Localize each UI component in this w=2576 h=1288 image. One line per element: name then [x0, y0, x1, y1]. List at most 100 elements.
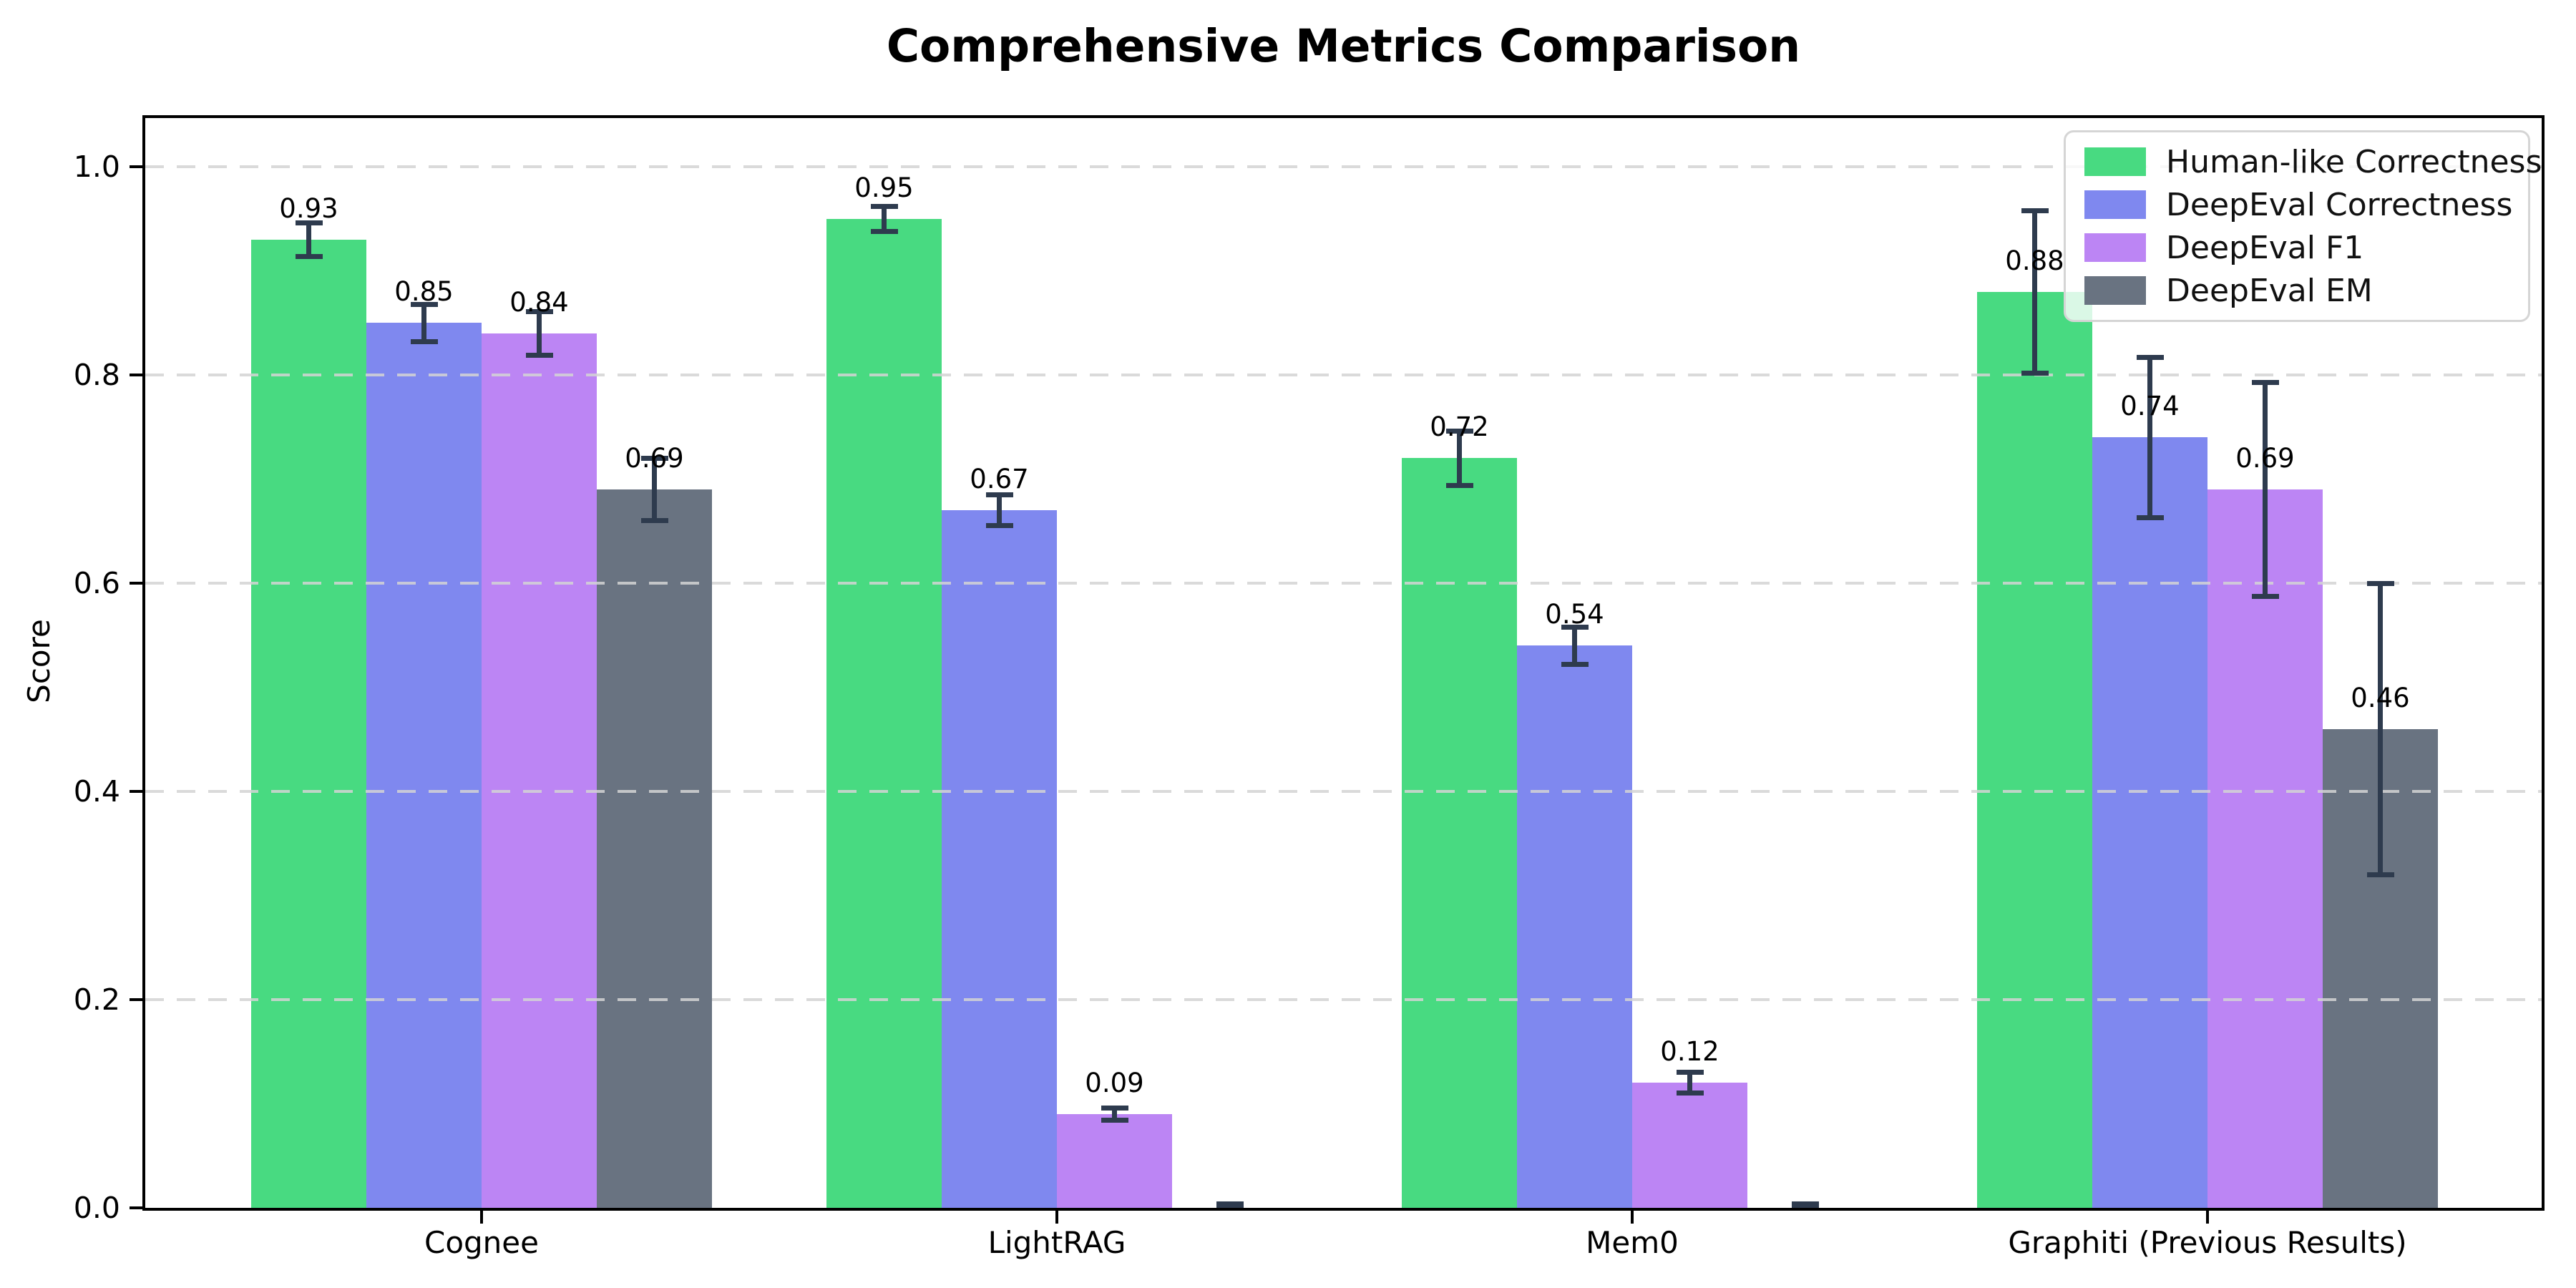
legend-label: DeepEval EM — [2166, 272, 2373, 309]
bar-value-label: 0.95 — [854, 172, 914, 203]
legend-swatch-icon — [2084, 276, 2146, 305]
bar-lightrag-series-0 — [826, 218, 942, 1208]
gridline — [145, 374, 2542, 376]
gridline — [145, 582, 2542, 585]
bar-mem0-series-0 — [1402, 458, 1517, 1208]
error-bar-cap — [1445, 429, 1473, 434]
error-bar-cap — [640, 455, 668, 461]
legend: Human-like Correctness DeepEval Correctne… — [2064, 130, 2542, 322]
bar-value-label: 0.74 — [2120, 391, 2180, 422]
y-tickmark — [130, 790, 142, 793]
error-bar-cap — [525, 308, 553, 314]
bar-value-label: 0.12 — [1660, 1036, 1719, 1068]
error-bar-cap — [2366, 872, 2394, 877]
error-bar-cap — [2251, 379, 2279, 385]
y-tickmark — [130, 165, 142, 168]
x-tickmark — [480, 1211, 483, 1224]
error-bar — [2263, 382, 2268, 597]
bar-value-label: 0.67 — [970, 464, 1029, 495]
error-bar-cap — [1445, 482, 1473, 488]
x-tick-label: Mem0 — [1586, 1225, 1679, 1260]
y-tick-label: 0.4 — [73, 774, 120, 809]
error-bar-cap — [295, 220, 323, 226]
gridline — [145, 998, 2542, 1001]
legend-item: DeepEval EM — [2084, 272, 2509, 309]
error-bar-cap — [985, 523, 1013, 529]
error-bar-cap — [985, 492, 1013, 497]
y-tickmark — [130, 374, 142, 376]
legend-item: Human-like Correctness — [2084, 144, 2542, 180]
bar-value-label: 0.54 — [1545, 599, 1604, 630]
error-bar-cap — [870, 228, 898, 234]
error-bar-cap — [1676, 1091, 1704, 1096]
y-tick-label: 1.0 — [73, 150, 120, 184]
bar-value-label: 0.72 — [1430, 411, 1489, 443]
error-bar-cap — [1791, 1205, 1819, 1211]
error-bar — [882, 206, 887, 232]
y-axis-label: Score — [21, 619, 57, 703]
error-bar-cap — [870, 203, 898, 209]
legend-label: DeepEval F1 — [2166, 229, 2364, 266]
error-bar — [997, 494, 1002, 526]
y-tick-label: 0.8 — [73, 358, 120, 392]
y-tick-label: 0.0 — [73, 1191, 120, 1225]
error-bar-cap — [2021, 208, 2049, 213]
bar-lightrag-series-1 — [942, 510, 1057, 1208]
bar-value-label: 0.85 — [394, 276, 454, 308]
gridline — [145, 165, 2542, 168]
legend-label: Human-like Correctness — [2166, 143, 2542, 180]
error-bar-cap — [2021, 370, 2049, 376]
bar-cognee-series-2 — [482, 333, 597, 1208]
error-bar — [537, 311, 542, 356]
chart-title: Comprehensive Metrics Comparison — [886, 20, 1801, 72]
error-bar-cap — [2136, 354, 2164, 360]
bar-value-label: 0.88 — [2005, 245, 2064, 276]
error-bar-cap — [2251, 594, 2279, 600]
bar-cognee-series-1 — [366, 323, 482, 1208]
error-bar-cap — [2366, 580, 2394, 586]
error-bar-cap — [1101, 1118, 1128, 1123]
error-bar-cap — [1561, 661, 1589, 667]
y-tickmark — [130, 582, 142, 585]
error-bar-cap — [2136, 514, 2164, 520]
error-bar — [2032, 210, 2037, 374]
legend-label: DeepEval Correctness — [2166, 186, 2513, 223]
y-tickmark — [130, 998, 142, 1001]
error-bar-cap — [295, 253, 323, 259]
error-bar-cap — [1791, 1201, 1819, 1206]
bar-value-label: 0.69 — [2235, 443, 2295, 474]
bar-value-label: 0.93 — [279, 192, 338, 224]
error-bar — [2378, 583, 2383, 875]
legend-swatch-icon — [2084, 147, 2146, 176]
bar-value-label: 0.84 — [509, 286, 569, 318]
legend-swatch-icon — [2084, 233, 2146, 262]
bar-lightrag-series-2 — [1057, 1114, 1172, 1208]
bar-cognee-series-0 — [251, 239, 366, 1208]
bar-value-label: 0.09 — [1085, 1068, 1144, 1099]
x-tickmark — [1055, 1211, 1058, 1224]
y-tick-label: 0.2 — [73, 982, 120, 1017]
gridline — [145, 790, 2542, 793]
error-bar-cap — [1561, 624, 1589, 630]
bar-mem0-series-2 — [1632, 1083, 1747, 1208]
error-bar — [1457, 431, 1462, 486]
error-bar — [1687, 1072, 1692, 1093]
y-tick-label: 0.6 — [73, 566, 120, 600]
bar-graphiti-previous-results--series-0 — [1977, 291, 2092, 1208]
bar-graphiti-previous-results--series-2 — [2207, 489, 2323, 1208]
x-tick-label: Graphiti (Previous Results) — [2008, 1225, 2407, 1260]
bar-value-label: 0.69 — [625, 443, 684, 474]
x-tickmark — [1631, 1211, 1634, 1224]
legend-item: DeepEval Correctness — [2084, 186, 2513, 223]
error-bar-cap — [1676, 1070, 1704, 1075]
x-tick-label: LightRAG — [987, 1225, 1126, 1260]
error-bar-cap — [525, 352, 553, 358]
error-bar — [652, 458, 657, 521]
legend-swatch-icon — [2084, 190, 2146, 219]
error-bar-cap — [410, 338, 438, 344]
x-tickmark — [2206, 1211, 2209, 1224]
error-bar-cap — [640, 518, 668, 524]
error-bar-cap — [1101, 1105, 1128, 1111]
bar-graphiti-previous-results--series-1 — [2092, 437, 2207, 1208]
